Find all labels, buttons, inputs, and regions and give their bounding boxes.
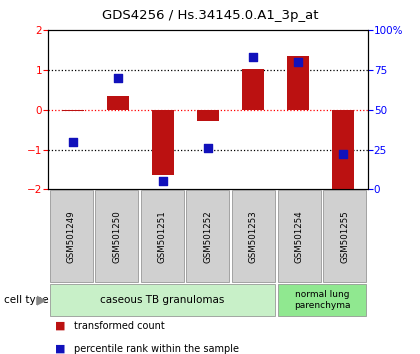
Point <box>249 54 256 60</box>
Point <box>205 145 211 151</box>
Bar <box>331 110 354 189</box>
Text: ■: ■ <box>55 344 65 354</box>
Text: GSM501251: GSM501251 <box>158 210 167 263</box>
Text: transformed count: transformed count <box>74 321 164 331</box>
Bar <box>241 69 264 110</box>
Text: GSM501253: GSM501253 <box>249 210 258 263</box>
Text: GSM501249: GSM501249 <box>67 210 76 263</box>
Text: GSM501252: GSM501252 <box>203 210 213 263</box>
Bar <box>286 56 309 110</box>
Text: ▶: ▶ <box>37 293 46 307</box>
Point <box>339 152 346 157</box>
Text: normal lung
parenchyma: normal lung parenchyma <box>294 290 350 310</box>
Text: GSM501255: GSM501255 <box>340 210 349 263</box>
Text: ■: ■ <box>55 321 65 331</box>
Point <box>115 75 121 81</box>
Point <box>70 139 76 144</box>
Text: cell type: cell type <box>4 295 49 305</box>
Bar <box>152 110 174 176</box>
Bar <box>107 96 129 110</box>
Point <box>294 59 301 65</box>
Text: caseous TB granulomas: caseous TB granulomas <box>100 295 224 305</box>
Point <box>160 178 166 184</box>
Text: GSM501250: GSM501250 <box>112 210 121 263</box>
Text: GSM501254: GSM501254 <box>294 210 304 263</box>
Text: GDS4256 / Hs.34145.0.A1_3p_at: GDS4256 / Hs.34145.0.A1_3p_at <box>102 9 318 22</box>
Text: percentile rank within the sample: percentile rank within the sample <box>74 344 239 354</box>
Bar <box>62 110 84 111</box>
Bar <box>197 110 219 121</box>
